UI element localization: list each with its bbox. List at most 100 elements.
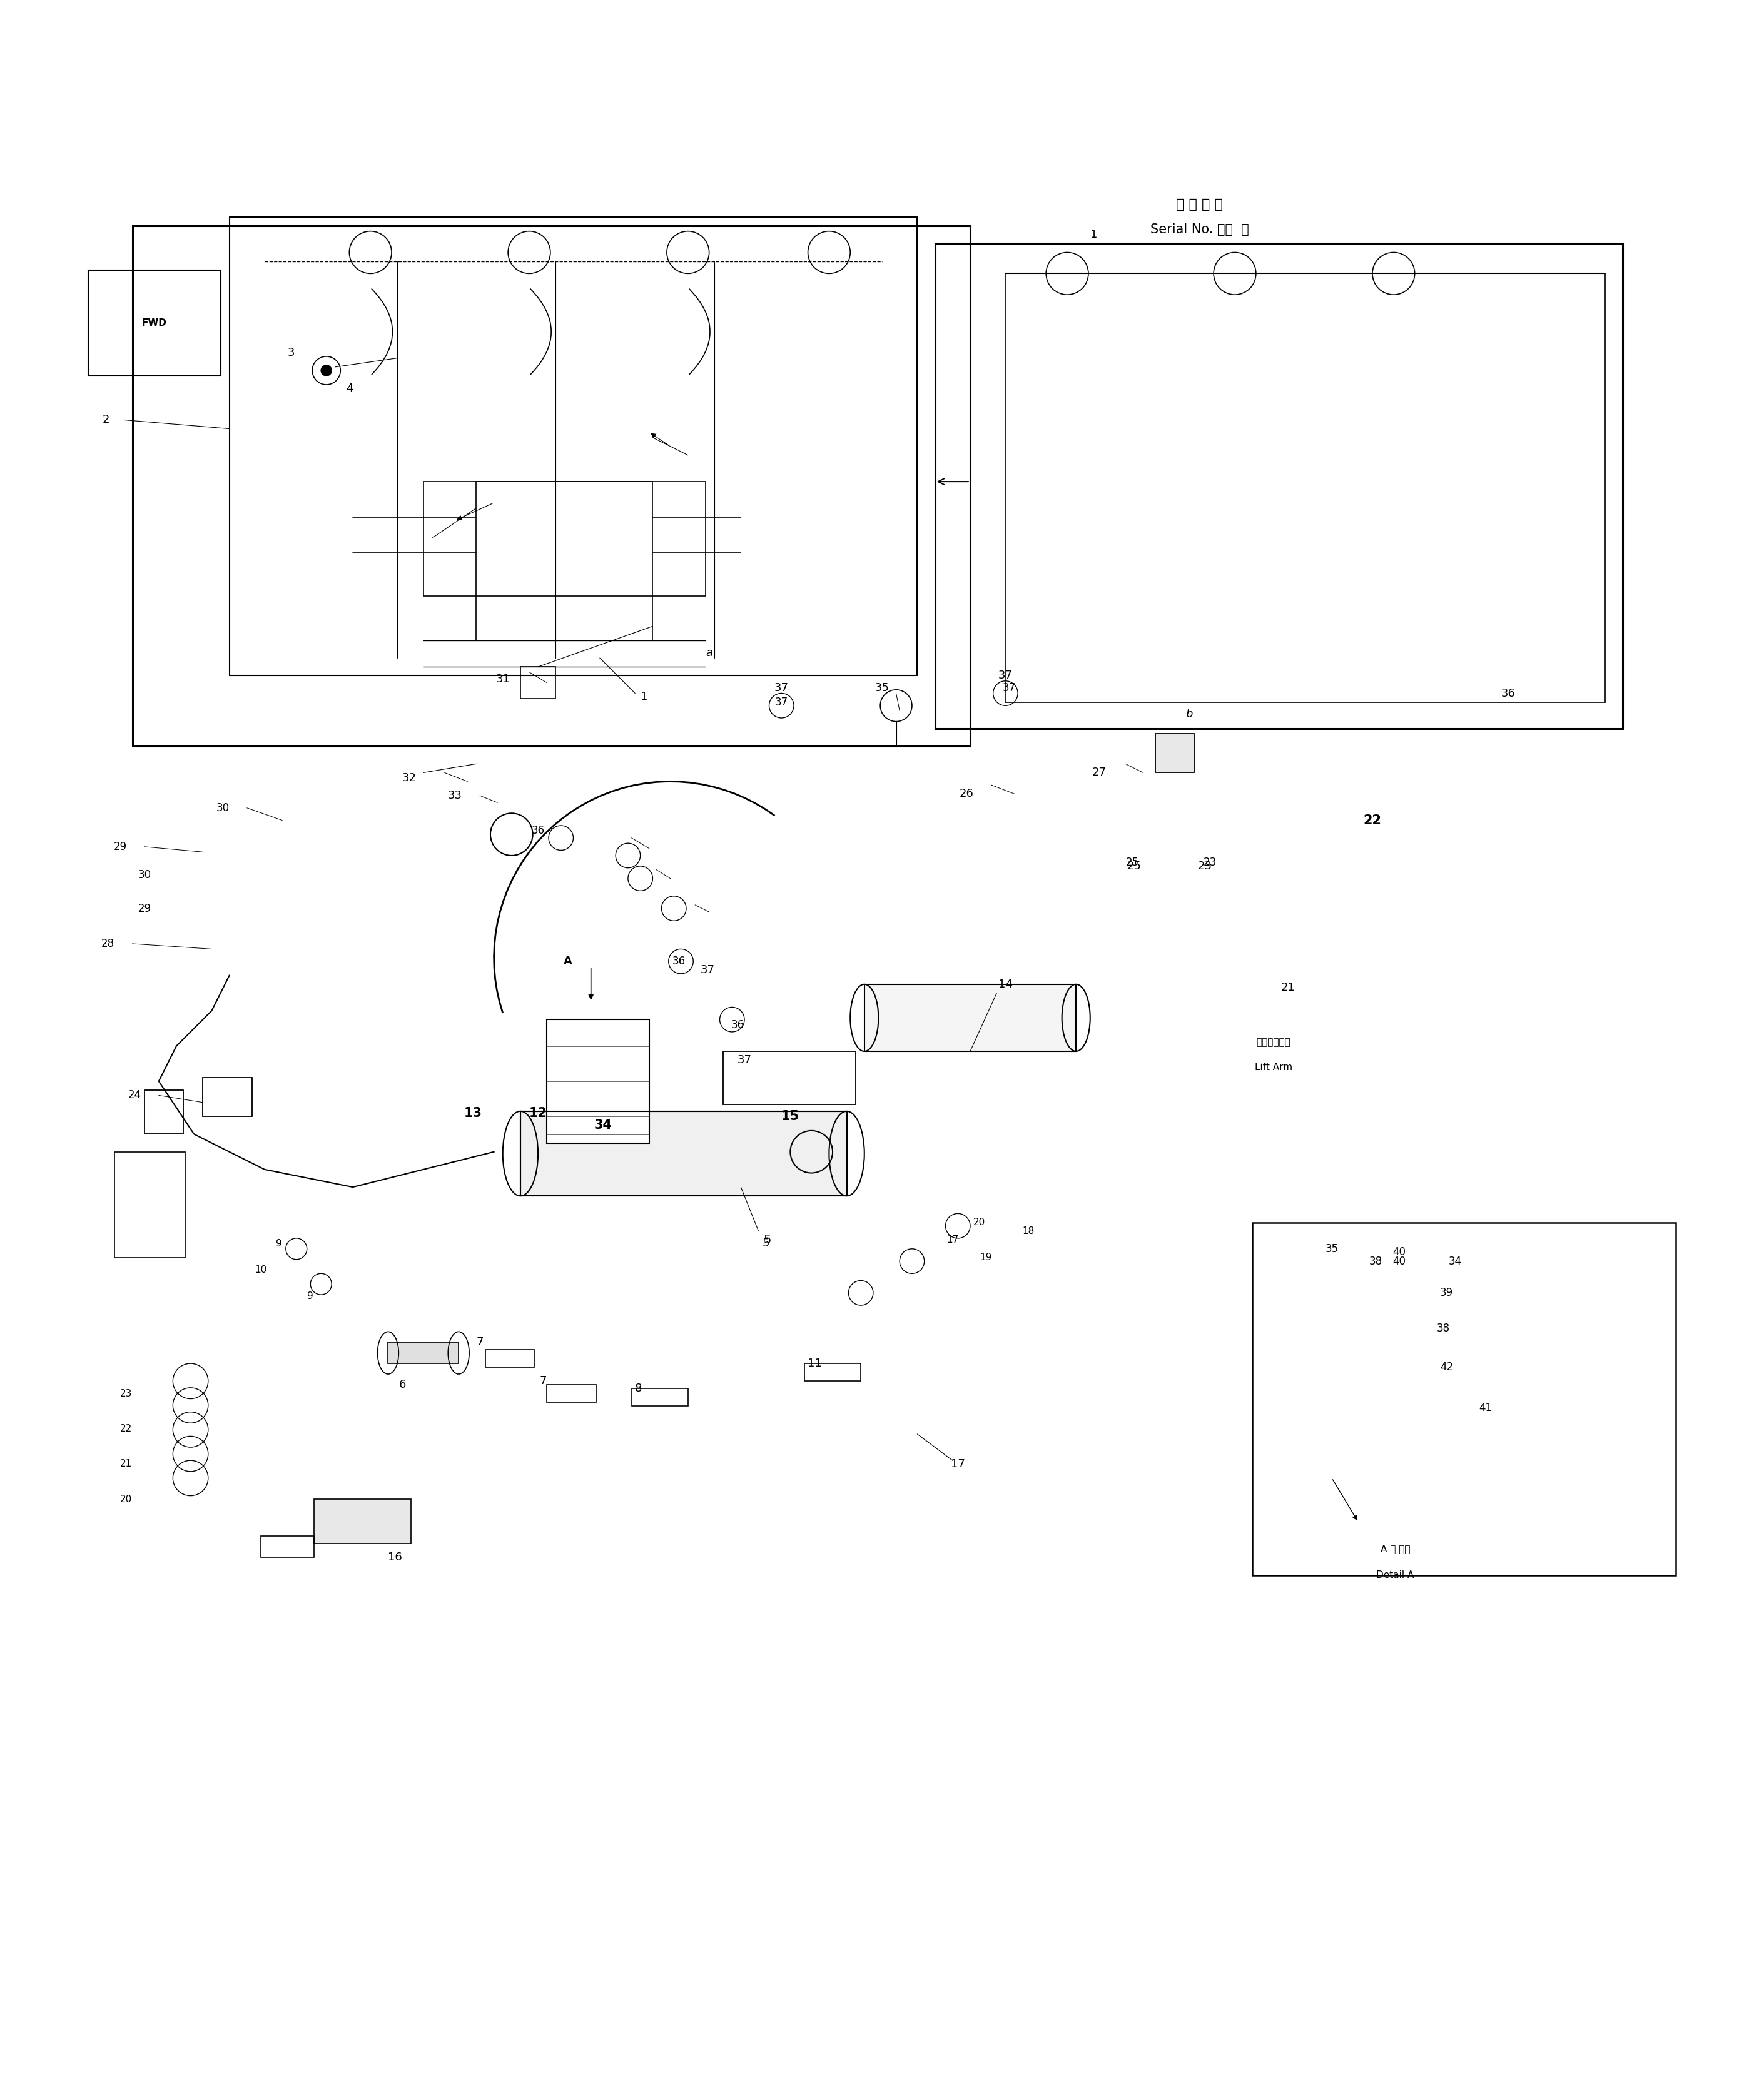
Text: Lift Arm: Lift Arm — [1254, 1063, 1293, 1071]
Text: 37: 37 — [998, 669, 1013, 682]
Bar — [88, 270, 220, 377]
Text: 19: 19 — [981, 1253, 991, 1261]
Bar — [314, 1500, 411, 1544]
Text: 38: 38 — [1436, 1322, 1450, 1335]
Text: 17: 17 — [947, 1234, 958, 1245]
Text: 24: 24 — [129, 1090, 141, 1100]
Text: 6: 6 — [399, 1379, 406, 1391]
Bar — [145, 1090, 183, 1134]
Text: 5: 5 — [764, 1234, 771, 1247]
Text: 22: 22 — [1364, 814, 1381, 826]
Text: 7: 7 — [476, 1337, 483, 1347]
Text: 29: 29 — [138, 904, 152, 914]
Text: 21: 21 — [1281, 981, 1295, 994]
Text: 37: 37 — [774, 682, 789, 695]
Text: 20: 20 — [120, 1494, 132, 1504]
Text: 37: 37 — [737, 1054, 751, 1065]
Bar — [935, 243, 1623, 728]
Bar — [203, 1077, 252, 1117]
Text: 7: 7 — [540, 1374, 547, 1387]
Text: 30: 30 — [138, 870, 152, 881]
Text: 2: 2 — [102, 414, 109, 425]
Text: A: A — [564, 956, 572, 967]
Bar — [485, 1349, 534, 1366]
Circle shape — [321, 366, 332, 377]
Bar — [547, 1019, 649, 1142]
Text: 34: 34 — [594, 1119, 612, 1132]
Text: 13: 13 — [464, 1107, 482, 1119]
Text: Serial No. ・・  ～: Serial No. ・・ ～ — [1150, 224, 1249, 236]
Bar — [388, 1343, 459, 1364]
Text: 39: 39 — [1439, 1287, 1454, 1299]
Text: 適 用 号 機: 適 用 号 機 — [1177, 199, 1222, 211]
Text: 9: 9 — [307, 1291, 314, 1301]
Text: 41: 41 — [1478, 1402, 1492, 1414]
Text: 25: 25 — [1125, 858, 1140, 868]
Text: 36: 36 — [672, 956, 686, 967]
Text: 3: 3 — [288, 347, 295, 358]
Text: 32: 32 — [402, 772, 416, 784]
Text: 40: 40 — [1392, 1247, 1406, 1257]
Text: 20: 20 — [974, 1218, 984, 1228]
Text: FWD: FWD — [141, 318, 168, 328]
Text: 23: 23 — [1203, 858, 1217, 868]
Text: 23: 23 — [1198, 860, 1212, 872]
Text: 1: 1 — [1090, 230, 1097, 241]
Bar — [132, 226, 970, 747]
Text: Detail A: Detail A — [1376, 1571, 1415, 1579]
Text: 29: 29 — [115, 841, 127, 851]
Bar — [864, 983, 1076, 1052]
Text: 18: 18 — [1023, 1226, 1034, 1236]
Text: 37: 37 — [774, 697, 789, 707]
Text: 15: 15 — [781, 1111, 799, 1123]
Text: 34: 34 — [1448, 1255, 1462, 1268]
Text: 31: 31 — [496, 674, 510, 684]
Bar — [1155, 734, 1194, 772]
Text: b: b — [1185, 709, 1192, 720]
Bar — [723, 1052, 856, 1105]
Text: リフトアーム: リフトアーム — [1256, 1038, 1291, 1048]
Text: 27: 27 — [1092, 768, 1106, 778]
Text: 12: 12 — [529, 1107, 547, 1119]
Text: 35: 35 — [875, 682, 889, 695]
Text: 17: 17 — [951, 1458, 965, 1469]
Text: 22: 22 — [120, 1425, 132, 1433]
Bar — [632, 1389, 688, 1406]
Text: 21: 21 — [120, 1460, 132, 1469]
Text: A 診 断部: A 診 断部 — [1381, 1544, 1409, 1554]
Text: 26: 26 — [960, 789, 974, 799]
Bar — [261, 1536, 314, 1556]
Bar — [547, 1385, 596, 1402]
Text: 16: 16 — [388, 1552, 402, 1563]
Text: 11: 11 — [808, 1358, 822, 1368]
Text: 10: 10 — [256, 1266, 266, 1274]
Text: 14: 14 — [998, 979, 1013, 990]
Text: 36: 36 — [1501, 688, 1515, 699]
Text: a: a — [706, 646, 713, 659]
Bar — [804, 1364, 861, 1381]
Text: 1: 1 — [640, 690, 647, 703]
Text: 33: 33 — [448, 791, 462, 801]
Text: 4: 4 — [346, 383, 353, 393]
Bar — [476, 481, 653, 640]
Text: 30: 30 — [217, 801, 229, 814]
Text: 23: 23 — [120, 1389, 132, 1397]
Text: 36: 36 — [730, 1019, 744, 1031]
Text: 35: 35 — [1325, 1243, 1339, 1255]
Text: 5: 5 — [762, 1238, 769, 1249]
Bar — [115, 1153, 185, 1257]
Text: 38: 38 — [1369, 1255, 1383, 1268]
Text: 40: 40 — [1392, 1255, 1406, 1268]
Text: 25: 25 — [1127, 860, 1141, 872]
Text: 37: 37 — [700, 964, 714, 975]
Bar — [423, 481, 706, 596]
Text: 36: 36 — [531, 824, 545, 837]
Bar — [520, 667, 556, 699]
Text: 9: 9 — [275, 1238, 282, 1249]
Text: 42: 42 — [1439, 1362, 1454, 1372]
Text: 37: 37 — [1002, 682, 1016, 695]
Text: 8: 8 — [635, 1383, 642, 1393]
Text: 28: 28 — [102, 937, 115, 950]
Bar — [1252, 1222, 1676, 1575]
Bar — [520, 1111, 847, 1197]
